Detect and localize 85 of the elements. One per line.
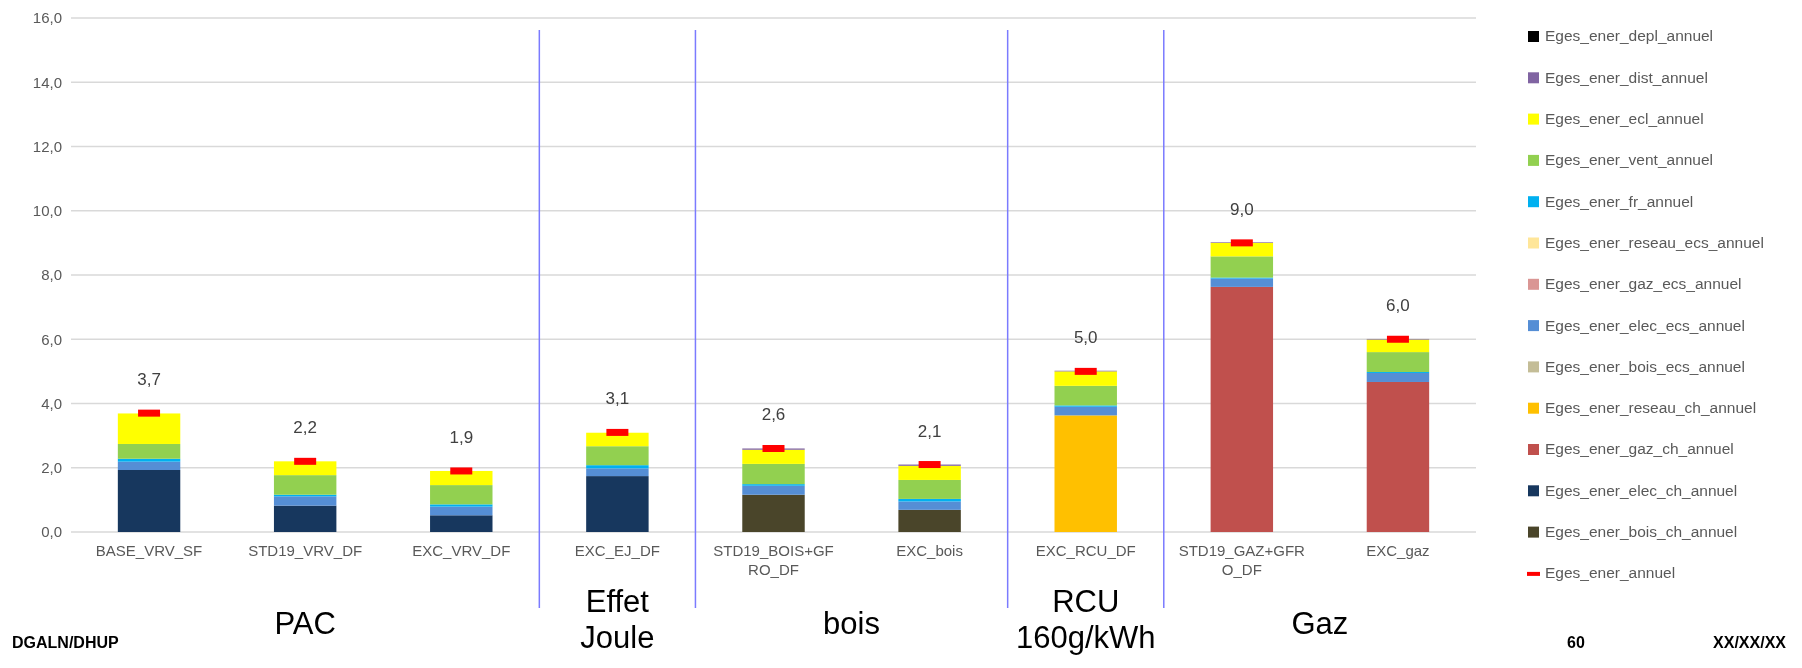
bar	[1210, 242, 1274, 257]
text: RCU 160g/kWh	[1015, 584, 1156, 655]
data-label: 1,9	[449, 427, 474, 447]
data-label: 9,0	[1230, 199, 1254, 219]
data-label: 5,0	[1073, 328, 1098, 348]
y-tick-label: 2,0	[41, 459, 62, 476]
x-tick-label: STD19_BOIS+GFRO_DF	[713, 542, 834, 578]
bar	[430, 515, 493, 532]
text: 60	[1567, 634, 1585, 651]
bar	[117, 443, 181, 459]
bar	[117, 461, 181, 470]
bar	[1366, 352, 1430, 373]
x-tick-label: EXC_gaz	[1366, 542, 1430, 559]
bar	[1210, 278, 1274, 287]
bar	[117, 413, 181, 444]
legend-label: Eges_ener_reseau_ch_annuel	[1545, 399, 1757, 417]
x-tick-label: EXC_bois	[896, 542, 963, 559]
bar	[273, 475, 337, 495]
bar	[898, 509, 961, 532]
bar	[742, 494, 805, 532]
bar	[117, 470, 181, 532]
bar	[1210, 256, 1274, 278]
text: XX/XX/XX	[1713, 634, 1787, 651]
bar	[1054, 406, 1117, 416]
x-tick-label: BASE_VRV_SF	[95, 542, 203, 559]
legend-label: Eges_ener_fr_annuel	[1545, 192, 1694, 210]
data-label: 6,0	[1386, 296, 1410, 316]
legend-label: Eges_ener_bois_ecs_annuel	[1545, 357, 1745, 375]
legend-label: Eges_ener_elec_ecs_annuel	[1545, 316, 1745, 334]
bar	[1366, 381, 1430, 532]
bar	[117, 458, 181, 462]
bar	[1054, 415, 1117, 532]
bar	[1054, 371, 1117, 386]
y-tick-label: 6,0	[41, 330, 62, 348]
bar	[898, 501, 961, 510]
bar	[586, 446, 649, 466]
text: bois	[823, 606, 880, 641]
y-tick-label: 8,0	[41, 266, 62, 284]
x-tick-label: EXC_RCU_DF	[1035, 542, 1136, 559]
legend-label: Eges_ener_ecl_annuel	[1545, 110, 1704, 128]
bar	[898, 479, 961, 499]
bar	[586, 476, 649, 532]
y-tick-label: 14,0	[32, 73, 62, 91]
bar	[1210, 286, 1274, 532]
text: PAC	[274, 606, 336, 641]
text: DGALN/DHUP	[12, 634, 119, 651]
legend-label: Eges_ener_gaz_ecs_annuel	[1545, 275, 1742, 293]
bar	[742, 485, 805, 495]
y-tick-label: 0,0	[41, 523, 62, 541]
bar	[273, 505, 337, 532]
text: Effet Joule	[580, 584, 655, 655]
data-label: 2,6	[761, 405, 786, 425]
y-tick-label: 12,0	[32, 137, 62, 155]
bar	[1366, 372, 1430, 382]
bar	[273, 496, 337, 506]
legend-label: Eges_ener_gaz_ch_annuel	[1545, 440, 1734, 458]
bar	[430, 485, 493, 505]
data-label: 2,2	[293, 418, 317, 438]
legend-label: Eges_ener_bois_ch_annuel	[1545, 523, 1738, 541]
bar	[742, 449, 805, 464]
x-tick-label: EXC_EJ_DF	[574, 542, 660, 559]
legend-label: Eges_ener_depl_annuel	[1545, 27, 1714, 45]
x-tick-label: STD19_GAZ+GFRO_DF	[1178, 542, 1306, 578]
x-tick-label: EXC_VRV_DF	[412, 542, 511, 559]
bar	[430, 504, 493, 507]
text: Gaz	[1291, 606, 1349, 641]
legend-label: Eges_ener_dist_annuel	[1545, 68, 1708, 86]
y-tick-label: 16,0	[32, 9, 62, 27]
bar	[898, 465, 961, 480]
y-tick-label: 4,0	[41, 394, 62, 412]
y-tick-label: 10,0	[32, 202, 62, 219]
bar	[1054, 385, 1117, 406]
x-tick-label: STD19_VRV_DF	[248, 542, 363, 559]
legend-label: Eges_ener_elec_ch_annuel	[1545, 481, 1738, 499]
bar	[586, 468, 649, 477]
bar	[742, 463, 805, 485]
bar	[430, 470, 493, 486]
data-label: 2,1	[917, 421, 942, 441]
bar	[430, 506, 493, 516]
legend-label: Eges_ener_reseau_ecs_annuel	[1545, 233, 1764, 251]
data-label: 3,1	[605, 389, 630, 409]
legend-label: Eges_ener_vent_annuel	[1545, 151, 1714, 169]
bar	[586, 465, 649, 469]
data-label: 3,7	[137, 370, 161, 390]
legend-label: Eges_ener_annuel	[1545, 564, 1676, 582]
